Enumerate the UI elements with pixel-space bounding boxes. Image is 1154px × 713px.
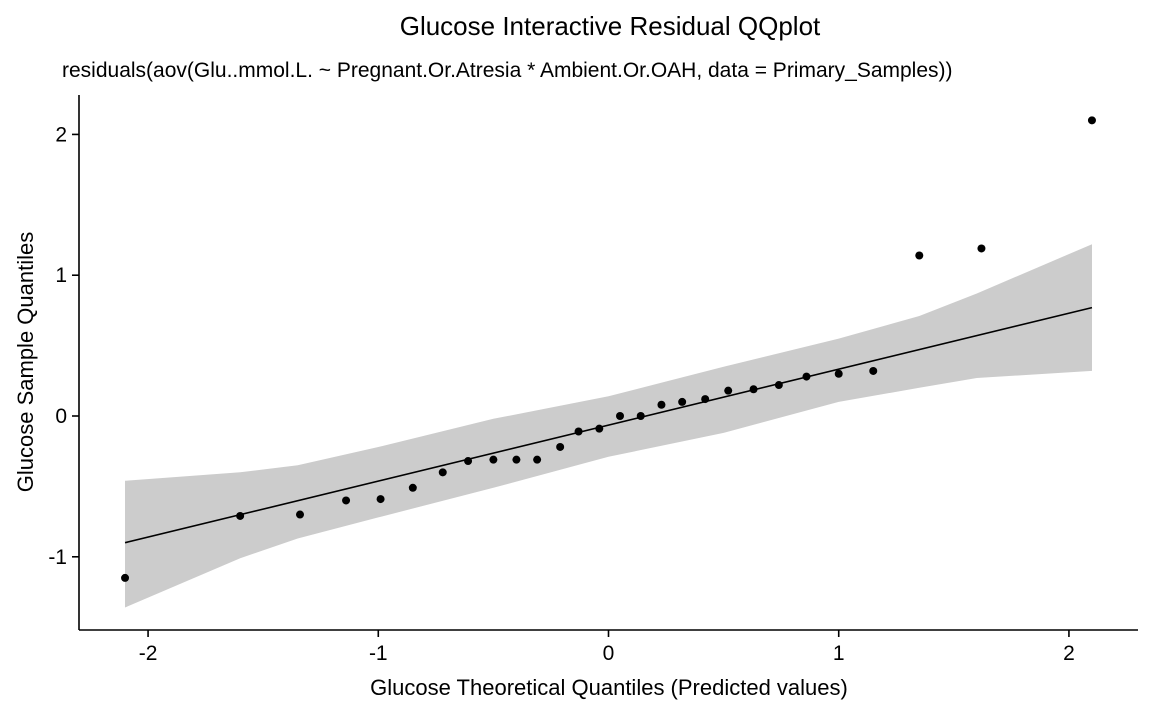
x-tick-label: -1 [369,642,388,665]
data-point [533,455,542,464]
data-point [1087,116,1096,125]
chart-subtitle: residuals(aov(Glu..mmol.L. ~ Pregnant.Or… [62,59,953,82]
x-tick-label: 0 [603,642,615,665]
data-point [869,366,878,375]
y-tick-label: 2 [55,123,67,146]
y-tick-label: 0 [55,405,67,428]
data-point [915,251,924,260]
plot-area: -2 -1 0 1 2 -1 0 1 2 [48,95,1138,665]
data-point [296,510,305,519]
chart-title: Glucose Interactive Residual QQplot [400,11,821,41]
data-point [977,244,986,253]
data-point [616,412,625,420]
data-point [438,468,447,477]
data-point [595,424,604,433]
y-axis-label: Glucose Sample Quantiles [13,232,38,492]
data-point [802,372,811,381]
data-point [408,483,417,492]
data-point [342,496,351,505]
data-point [556,442,565,451]
data-point [236,511,245,520]
data-point [657,400,666,409]
data-point [512,455,521,464]
data-point [636,412,645,420]
data-point [574,427,583,436]
data-point [678,397,687,406]
x-tick-label: 2 [1063,642,1075,665]
data-point [749,385,758,394]
data-point [701,395,710,404]
data-point [464,457,473,466]
data-point [774,381,783,390]
x-tick-label: 1 [833,642,845,665]
reference-line [124,306,1093,544]
data-point [376,495,385,504]
y-tick-label: 1 [55,264,67,287]
data-point [489,455,498,464]
x-tick-label: -2 [139,642,158,665]
data-point [724,386,733,395]
data-point [121,573,130,582]
x-axis-label: Glucose Theoretical Quantiles (Predicted… [370,675,848,700]
y-tick-label: -1 [48,546,67,569]
data-point [834,369,843,378]
